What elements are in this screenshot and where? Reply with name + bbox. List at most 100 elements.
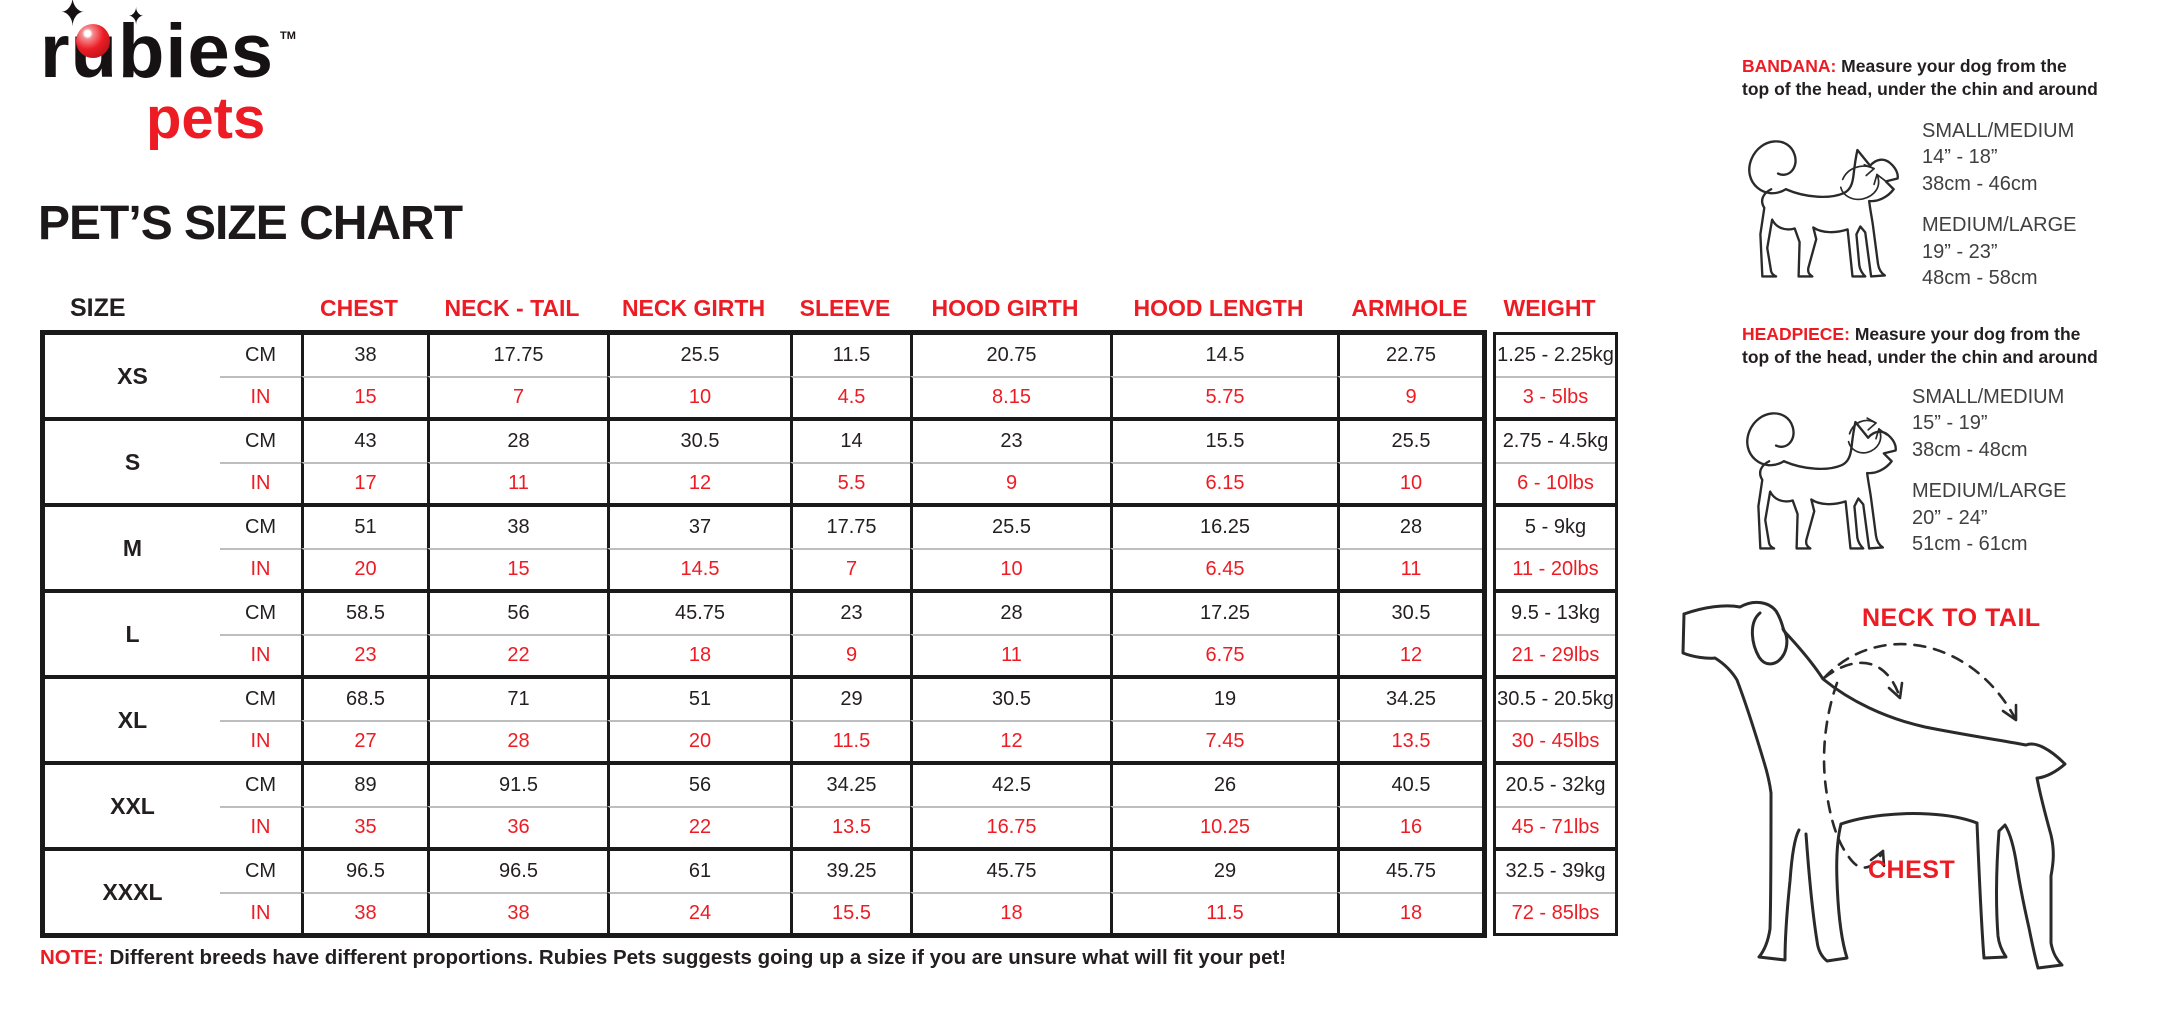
bandana-instructions: BANDANA: Measure your dog from the top o… [1742, 55, 2098, 101]
cm-value: 25.5 [1337, 421, 1482, 462]
cm-value: 38 [427, 507, 607, 548]
in-value: 15 [427, 548, 607, 589]
in-value: 22 [607, 806, 790, 847]
cm-value: 40.5 [1337, 765, 1482, 806]
in-value: 8.15 [910, 376, 1110, 417]
unit-in-label: IN [220, 548, 301, 589]
weight-kg-value: 20.5 - 32kg [1505, 774, 1606, 796]
bandana-size-medium-large: MEDIUM/LARGE 19” - 23” 48cm - 58cm [1922, 212, 2076, 291]
cm-value: 16.25 [1110, 507, 1337, 548]
weight-lbs-value: 3 - 5lbs [1496, 376, 1615, 417]
weight-lbs-value: 6 - 10lbs [1496, 462, 1615, 503]
size-row-xl: XL CM 68.5 71 51 29 30.5 19 34.25 IN 27 28 20 11.5 12 7… [45, 675, 1482, 761]
cm-value: 20.75 [910, 335, 1110, 376]
in-value: 16.75 [910, 806, 1110, 847]
in-value: 6.75 [1110, 634, 1337, 675]
size-row-s: S CM 43 28 30.5 14 23 15.5 25.5 IN 17 11 12 5.5 9 6.15 1… [45, 417, 1482, 503]
cm-value: 45.75 [910, 851, 1110, 892]
in-value: 12 [1337, 634, 1482, 675]
weight-kg-value: 1.25 - 2.25kg [1497, 344, 1614, 366]
size-inches: 20” - 24” [1912, 506, 1988, 529]
neck-to-tail-label: NECK TO TAIL [1862, 604, 2041, 632]
cm-value: 68.5 [301, 679, 427, 720]
size-label: XXL [110, 792, 155, 819]
size-row-xxxl: XXXL CM 96.5 96.5 61 39.25 45.75 29 45.75 IN 38 38 2… [45, 847, 1482, 933]
size-inches: 15” - 19” [1912, 412, 1988, 435]
dog-measurement-diagram [1681, 600, 2067, 970]
table-column-headers: SIZE CHEST NECK - TAIL NECK GIRTH SLEEVE HOOD… [40, 290, 1612, 326]
in-value: 14.5 [607, 548, 790, 589]
weight-lbs-value: 72 - 85lbs [1496, 892, 1615, 933]
unit-in-label: IN [220, 634, 301, 675]
in-value: 13.5 [1337, 720, 1482, 761]
cm-value: 17.75 [790, 507, 910, 548]
weight-kg-value: 2.75 - 4.5kg [1502, 430, 1609, 452]
in-value: 7.45 [1110, 720, 1337, 761]
bandana-dog-illustration [1748, 140, 1899, 278]
size-column-header: SIZE [70, 293, 126, 322]
bandana-size-small-medium: SMALL/MEDIUM 14” - 18” 38cm - 46cm [1922, 118, 2076, 197]
cm-value: 11.5 [790, 335, 910, 376]
unit-cm-label: CM [244, 860, 277, 882]
table-note: NOTE: Different breeds have different pr… [40, 946, 1286, 970]
in-value: 23 [301, 634, 427, 675]
in-value: 10 [910, 548, 1110, 589]
in-value: 12 [910, 720, 1110, 761]
in-value: 10 [607, 376, 790, 417]
cm-value: 19 [1110, 679, 1337, 720]
in-value: 12 [607, 462, 790, 503]
in-value: 7 [427, 376, 607, 417]
cm-value: 15.5 [1110, 421, 1337, 462]
cm-value: 91.5 [427, 765, 607, 806]
size-cm: 48cm - 58cm [1922, 266, 2038, 289]
in-value: 35 [301, 806, 427, 847]
size-label: XL [117, 706, 148, 733]
weight-column: 1.25 - 2.25kg 3 - 5lbs 2.75 - 4.5kg 6 - 10l… [1493, 332, 1618, 936]
headpiece-size-list: SMALL/MEDIUM 15” - 19” 38cm - 48cm MEDIU… [1912, 384, 2066, 557]
cm-value: 28 [1337, 507, 1482, 548]
in-value: 9 [1337, 376, 1482, 417]
size-name: SMALL/MEDIUM [1912, 386, 2065, 408]
bandana-label: BANDANA: [1742, 56, 1837, 76]
cm-value: 37 [607, 507, 790, 548]
unit-cm-label: CM [244, 430, 277, 452]
in-value: 11 [1337, 548, 1482, 589]
in-value: 9 [790, 634, 910, 675]
unit-in-label: IN [220, 806, 301, 847]
in-value: 11 [427, 462, 607, 503]
cm-value: 30.5 [1337, 593, 1482, 634]
size-inches: 14” - 18” [1922, 146, 1998, 169]
weight-row-l: 9.5 - 13kg 21 - 29lbs [1496, 589, 1615, 675]
weight-lbs-value: 11 - 20lbs [1496, 548, 1615, 589]
neck-to-tail-measure-arrow-icon [1822, 642, 2018, 722]
size-cm: 38cm - 48cm [1912, 438, 2028, 461]
in-value: 6.15 [1110, 462, 1337, 503]
sparkle-icon: ✦ [60, 0, 86, 35]
cm-value: 28 [910, 593, 1110, 634]
cm-value: 17.75 [427, 335, 607, 376]
unit-in-label: IN [220, 462, 301, 503]
in-value: 15 [301, 376, 427, 417]
rubies-pets-logo: ✦ ✦ rubies TM pets [40, 0, 380, 204]
in-value: 28 [427, 720, 607, 761]
in-value: 18 [910, 892, 1110, 933]
weight-row-xl: 30.5 - 20.5kg 30 - 45lbs [1496, 675, 1615, 761]
size-row-l: L CM 58.5 56 45.75 23 28 17.25 30.5 IN 23 22 18 9 11 6.… [45, 589, 1482, 675]
chest-label: CHEST [1868, 856, 1956, 884]
cm-value: 89 [301, 765, 427, 806]
in-value: 7 [790, 548, 910, 589]
cm-value: 43 [301, 421, 427, 462]
cm-value: 42.5 [910, 765, 1110, 806]
trademark-symbol: TM [280, 30, 296, 42]
cm-value: 38 [301, 335, 427, 376]
size-inches: 19” - 23” [1922, 240, 1998, 263]
in-value: 13.5 [790, 806, 910, 847]
in-value: 18 [607, 634, 790, 675]
cm-value: 29 [790, 679, 910, 720]
weight-row-xs: 1.25 - 2.25kg 3 - 5lbs [1496, 335, 1615, 417]
unit-in-label: IN [220, 376, 301, 417]
in-value: 24 [607, 892, 790, 933]
cm-value: 17.25 [1110, 593, 1337, 634]
cm-value: 96.5 [301, 851, 427, 892]
headpiece-dog-illustration [1746, 412, 1897, 550]
